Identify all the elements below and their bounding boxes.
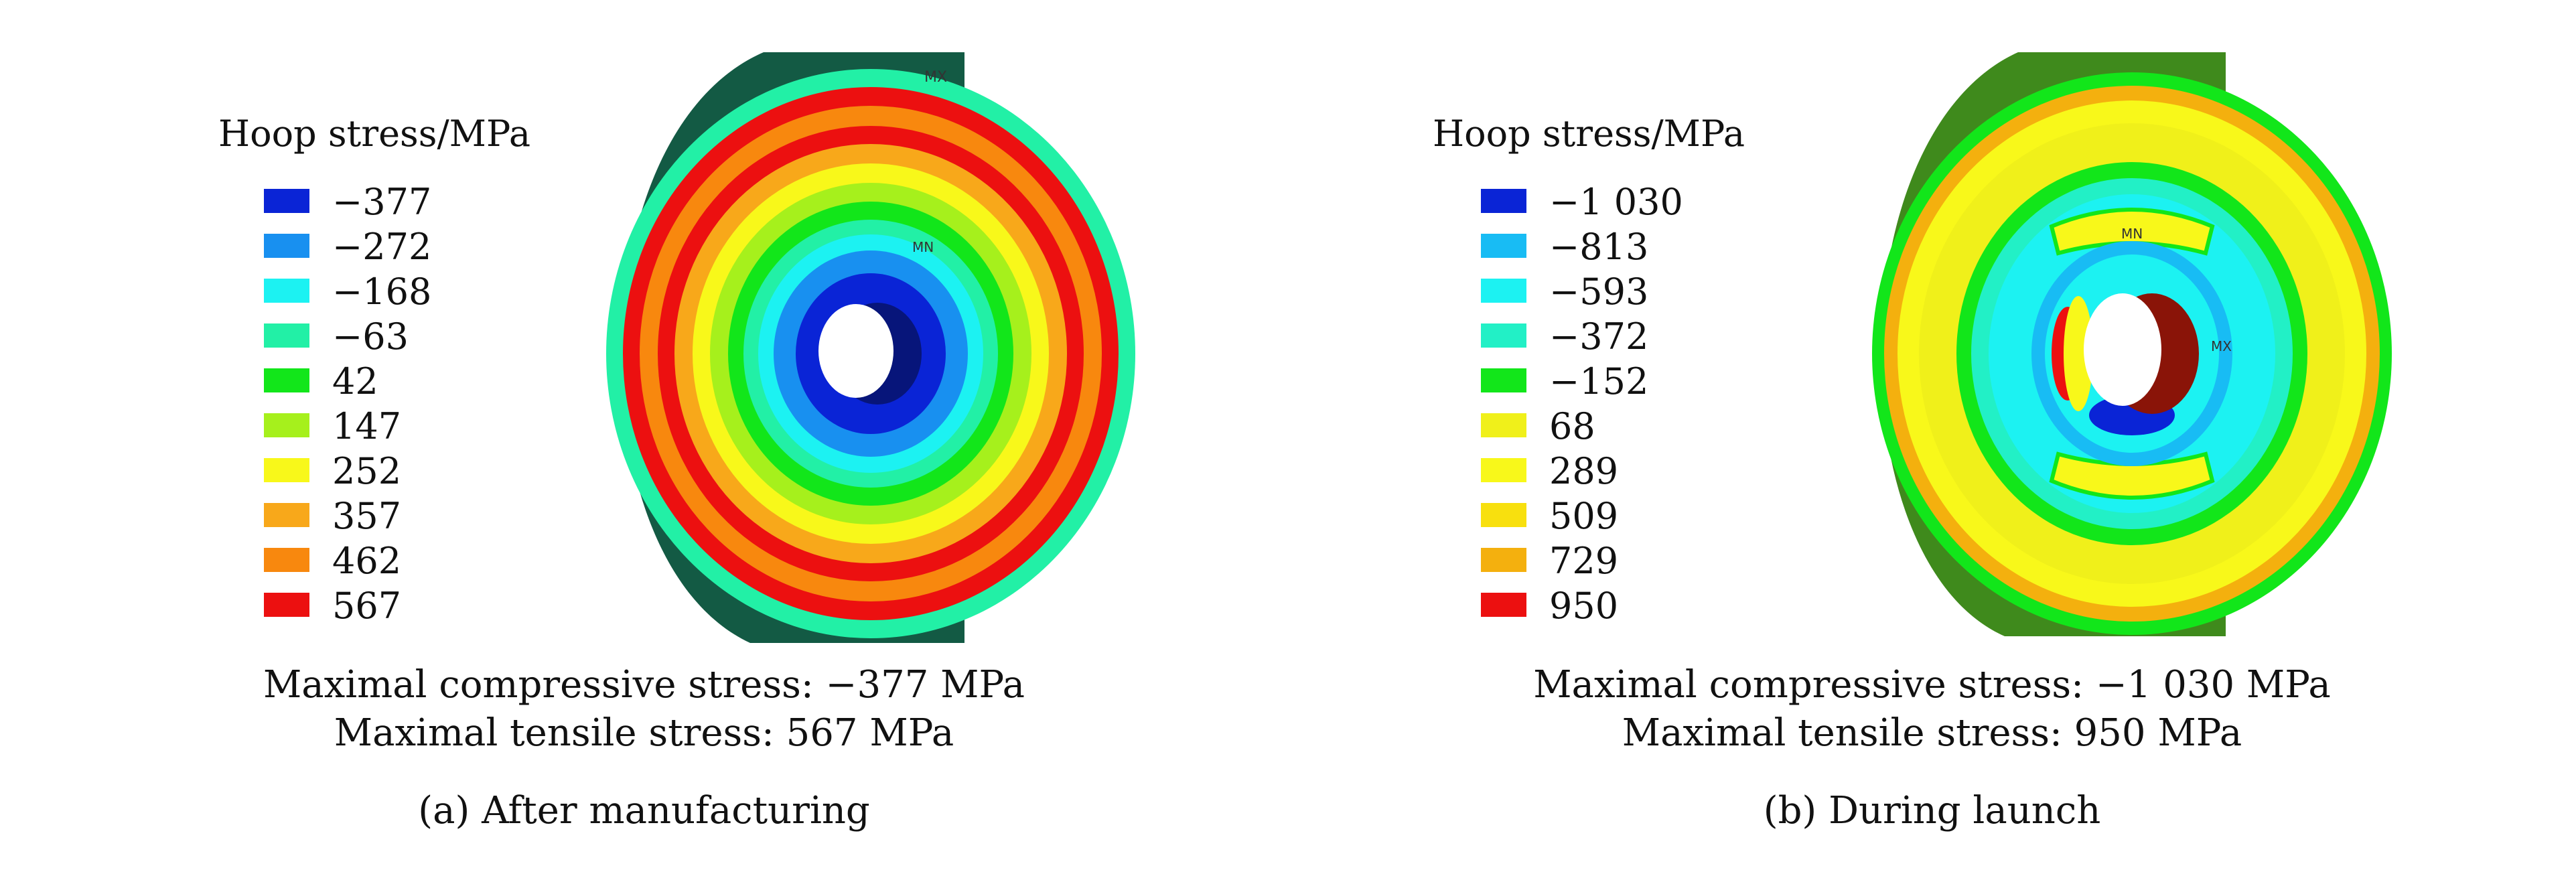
legend-value: 950 [1549,585,1619,627]
marker-min: MN [2121,226,2143,242]
panel-during-launch: Hoop stress/MPa −1 030 −813 −593 −372 −152 68… [1288,0,2576,870]
legend-swatch [264,503,309,527]
legend-swatch [1481,458,1526,482]
marker-max: MX [2211,338,2232,354]
legend-value: 357 [332,495,402,537]
marker-min: MN [912,239,934,255]
legend-swatch [1481,503,1526,527]
legend-swatch [1481,234,1526,258]
max-tensile-stress: Maximal tensile stress: 950 MPa [1622,711,2242,755]
legend-swatch [264,234,309,258]
bore-hole [818,304,893,398]
disk-stress-contour: MX MN [606,52,1135,643]
legend-value: 509 [1549,495,1619,537]
legend-swatch [264,548,309,572]
legend-value: −377 [332,181,432,223]
legend-swatch [264,189,309,213]
lobe-bottom [2049,451,2215,500]
legend-swatch [1481,593,1526,617]
legend-value: −1 030 [1549,181,1683,223]
legend-title: Hoop stress/MPa [1433,113,1745,155]
legend-value: 729 [1549,540,1619,582]
max-compressive-stress: Maximal compressive stress: −1 030 MPa [1533,663,2331,707]
legend-swatch [1481,323,1526,348]
legend-value: 567 [332,585,402,627]
legend-value: 462 [332,540,402,582]
legend-value: −593 [1549,271,1649,313]
legend-swatch [264,593,309,617]
legend-value: −813 [1549,226,1649,268]
legend-swatch [1481,279,1526,303]
legend-swatch [1481,189,1526,213]
legend-swatch [264,368,309,392]
subcaption: (b) During launch [1763,789,2101,832]
marker-max: MX [924,69,947,86]
legend-swatch [264,413,309,437]
legend-value: −272 [332,226,432,268]
legend-swatch [264,279,309,303]
disk-stress-contour: MN MX [1872,52,2392,636]
bore-hole [2084,293,2161,406]
concentration-left-yellow [2064,296,2093,411]
legend-swatch [1481,413,1526,437]
legend-value: −152 [1549,360,1649,403]
legend-value: −168 [332,271,432,313]
legend-value: −372 [1549,315,1649,358]
legend-value: 68 [1549,405,1595,447]
panel-after-manufacturing: Hoop stress/MPa −377 −272 −168 −63 42 147 252 3… [218,52,1135,832]
legend-swatch [264,323,309,348]
legend-value: 252 [332,450,402,492]
subcaption: (a) After manufacturing [418,789,870,832]
max-tensile-stress: Maximal tensile stress: 567 MPa [334,711,954,755]
legend-value: −63 [332,315,409,358]
legend-swatch [264,458,309,482]
legend-swatch [1481,548,1526,572]
legend-value: 42 [332,360,378,403]
legend-title: Hoop stress/MPa [218,113,531,155]
lobe-top [2049,208,2215,256]
legend-value: 147 [332,405,402,447]
max-compressive-stress: Maximal compressive stress: −377 MPa [263,663,1025,707]
legend-swatch [1481,368,1526,392]
legend-value: 289 [1549,450,1619,492]
